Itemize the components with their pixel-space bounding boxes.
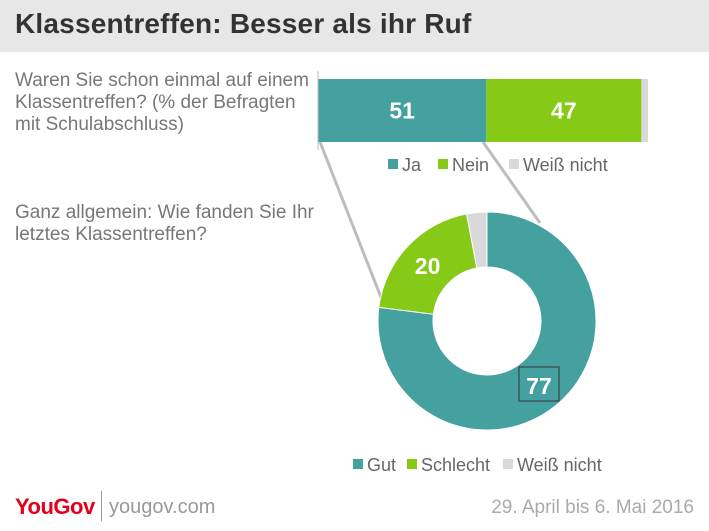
chart-title: Klassentreffen: Besser als ihr Ruf (15, 8, 472, 39)
legend-swatch (438, 159, 448, 169)
footer-url[interactable]: yougov.com (109, 496, 216, 518)
legend-swatch (407, 459, 417, 469)
legend-swatch (388, 159, 398, 169)
legend-label: Gut (367, 455, 396, 475)
connector-line-right (481, 141, 542, 224)
donut-label-box (518, 366, 560, 402)
donut-value-label: 77 (526, 373, 552, 399)
legend-swatch (353, 459, 363, 469)
connector-line-left (318, 141, 384, 301)
yougov-logo: YouGov (15, 494, 95, 519)
donut-slice-weiß-nicht (465, 211, 488, 269)
legend-label: Weiß nicht (523, 155, 608, 175)
legend-label: Weiß nicht (517, 455, 602, 475)
survey-date: 29. April bis 6. Mai 2016 (491, 497, 694, 518)
bar-segment-nein (486, 79, 642, 142)
header-bar: Klassentreffen: Besser als ihr Ruf (0, 0, 709, 52)
question-1: Waren Sie schon einmal auf einem Klassen… (15, 70, 309, 135)
bar-segment-ja (318, 79, 487, 142)
legend-label: Nein (452, 155, 489, 175)
question-2: Ganz allgemein: Wie fanden Sie Ihr letzt… (15, 202, 314, 245)
legend-label: Ja (402, 155, 422, 175)
bar-segment-weiß-nicht (641, 79, 648, 142)
donut-slice-gut (377, 211, 597, 431)
legend-label: Schlecht (421, 455, 490, 475)
bar-value-label: 51 (389, 98, 415, 124)
donut-value-label: 20 (415, 253, 441, 279)
footer-divider (101, 491, 102, 521)
legend-swatch (503, 459, 513, 469)
legend-swatch (509, 159, 519, 169)
bar-value-label: 47 (551, 98, 577, 124)
